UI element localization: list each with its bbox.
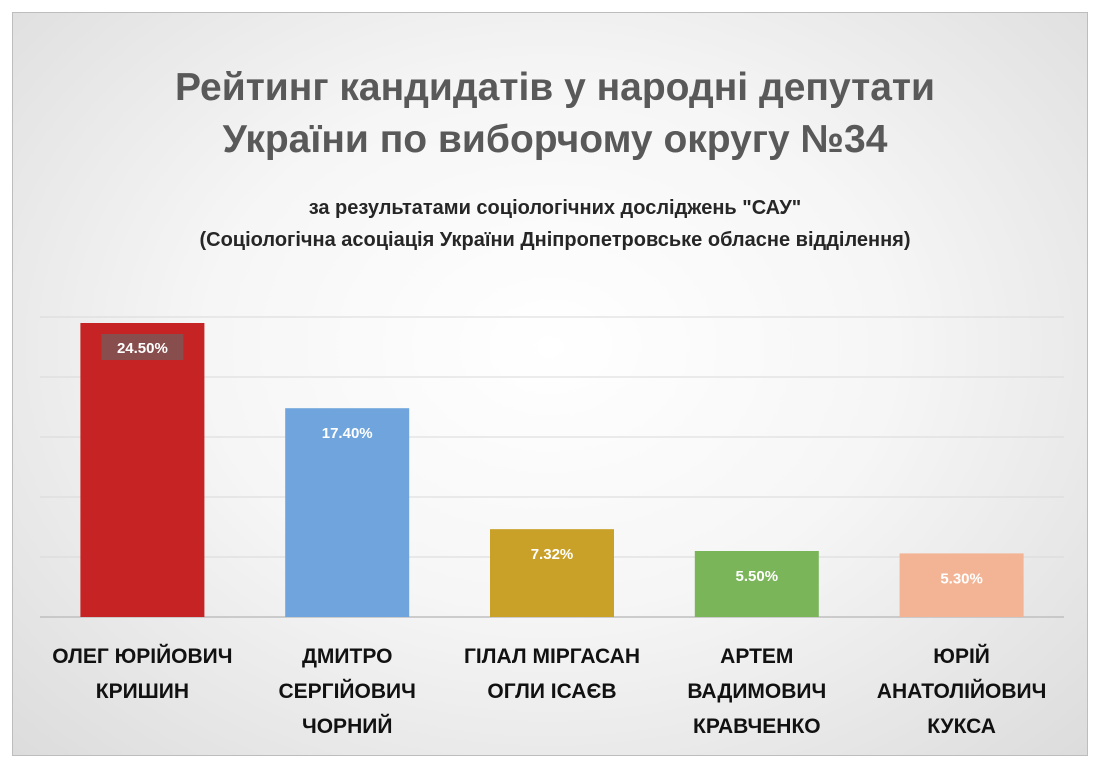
data-label: 5.50%	[736, 568, 779, 585]
data-label: 5.30%	[940, 570, 983, 587]
category-label: ГІЛАЛ МІРГАСАН ОГЛИ ІСАЄВ	[464, 645, 640, 703]
chart-title: Рейтинг кандидатів у народні депутати Ук…	[0, 62, 1110, 166]
bar	[80, 323, 205, 617]
category-label: ОЛЕГ ЮРІЙОВИЧ КРИШИН	[52, 644, 232, 703]
category-label: АРТЕМ ВАДИМОВИЧ КРАВЧЕНКО	[687, 645, 826, 738]
bar	[899, 553, 1024, 617]
data-label-background	[101, 334, 184, 360]
data-label: 7.32%	[531, 546, 574, 563]
bar	[285, 408, 410, 617]
chart-subtitle-line-1: за результатами соціологічних досліджень…	[308, 197, 802, 219]
chart-title-line-1: Рейтинг кандидатів у народні депутати	[174, 66, 936, 109]
bar	[694, 551, 819, 617]
category-label: ДМИТРО СЕРГІЙОВИЧ ЧОРНИЙ	[279, 645, 416, 738]
chart-subtitle-line-2: (Соціологічна асоціація України Дніпропе…	[199, 229, 911, 251]
data-label: 24.50%	[117, 340, 168, 357]
chart-title-line-2: України по виборчому округу №34	[222, 118, 888, 161]
data-label: 17.40%	[322, 425, 373, 442]
bar	[490, 529, 614, 617]
chart-subtitle: за результатами соціологічних досліджень…	[0, 192, 1110, 256]
category-label: ЮРІЙ АНАТОЛІЙОВИЧ КУКСА	[877, 644, 1047, 738]
